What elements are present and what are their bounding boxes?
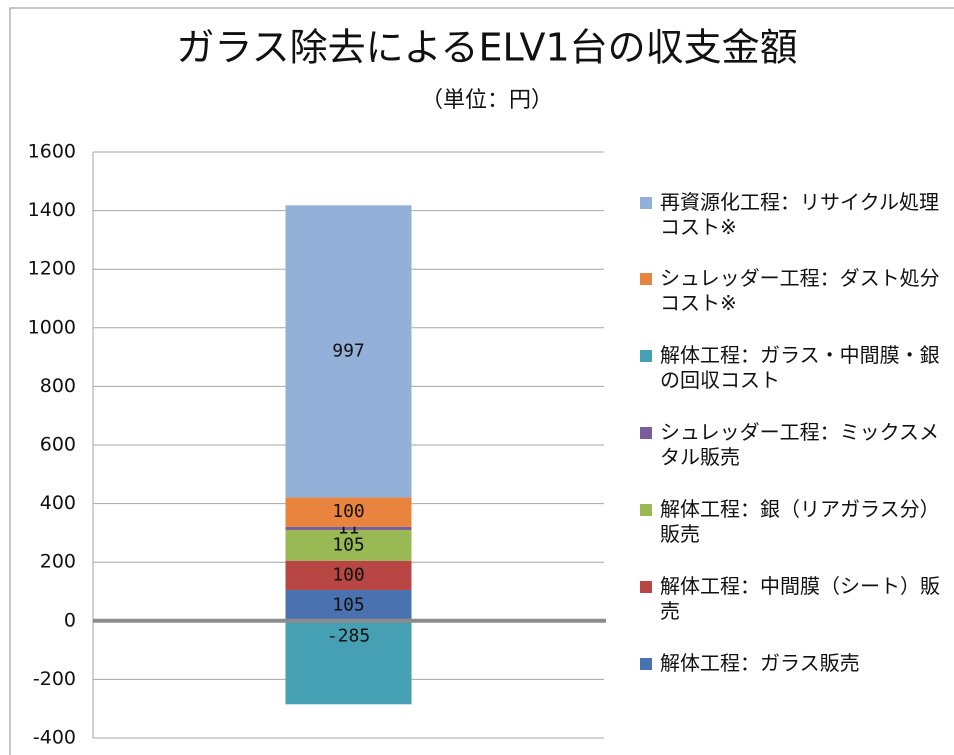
- data-label: 105: [332, 534, 365, 555]
- bar-segment: [285, 529, 412, 561]
- data-label: -285: [327, 626, 370, 647]
- y-tick-label: 0: [64, 609, 76, 631]
- y-tick-label: 200: [40, 551, 76, 573]
- legend-swatch: [640, 658, 652, 670]
- legend-label: 解体工程：ガラス販売: [660, 651, 860, 675]
- chart-subtitle: （単位：円）: [421, 88, 553, 113]
- legend-label: 解体工程：ガラス・中間膜・銀の回収コスト: [660, 343, 940, 392]
- bar-segment: [285, 526, 412, 530]
- y-tick-label: 1200: [28, 258, 76, 280]
- bar-segment: [285, 590, 412, 621]
- legend-swatch: [640, 197, 652, 209]
- legend-label: シュレッダー工程：ダスト処分コスト※: [660, 266, 940, 315]
- legend-swatch: [640, 581, 652, 593]
- y-tick-label: 400: [40, 492, 76, 514]
- data-label: 100: [332, 501, 365, 522]
- legend-item: 解体工程：中間膜（シート）販売: [640, 574, 954, 624]
- y-tick-label: 1000: [28, 316, 76, 338]
- y-tick-label: 1400: [28, 199, 76, 221]
- legend-swatch: [640, 273, 652, 285]
- legend-item: 解体工程：ガラス・中間膜・銀の回収コスト: [640, 343, 954, 393]
- bar-segment: [285, 205, 412, 498]
- y-tick-label: -400: [33, 727, 76, 749]
- legend-item: シュレッダー工程：ミックスメタル販売: [640, 420, 954, 470]
- legend-swatch: [640, 350, 652, 362]
- y-tick-label: -200: [33, 668, 76, 690]
- y-tick-label: 600: [40, 434, 76, 456]
- chart-title: ガラス除去によるELV1台の収支金額: [176, 26, 797, 70]
- data-label: 105: [332, 594, 365, 615]
- bar-segment: [285, 497, 412, 527]
- legend-label: 再資源化工程：リサイクル処理コスト※: [660, 190, 939, 239]
- legend-item: 解体工程：銀（リアガラス分）販売: [640, 497, 954, 547]
- legend-label: 解体工程：銀（リアガラス分）販売: [660, 497, 940, 546]
- legend-item: 再資源化工程：リサイクル処理コスト※: [640, 190, 954, 240]
- legend-label: シュレッダー工程：ミックスメタル販売: [660, 420, 939, 469]
- y-tick-label: 800: [40, 375, 76, 397]
- data-label: 997: [332, 340, 365, 361]
- chart-border: [9, 7, 954, 755]
- bar-segment: [285, 560, 412, 591]
- legend-item: 解体工程：ガラス販売: [640, 651, 954, 676]
- legend-item: シュレッダー工程：ダスト処分コスト※: [640, 266, 954, 316]
- legend-label: 解体工程：中間膜（シート）販売: [660, 574, 940, 623]
- legend-swatch: [640, 427, 652, 439]
- bar-segment: [285, 620, 412, 705]
- data-label: 100: [332, 564, 365, 585]
- legend-swatch: [640, 504, 652, 516]
- y-tick-label: 1600: [28, 141, 76, 163]
